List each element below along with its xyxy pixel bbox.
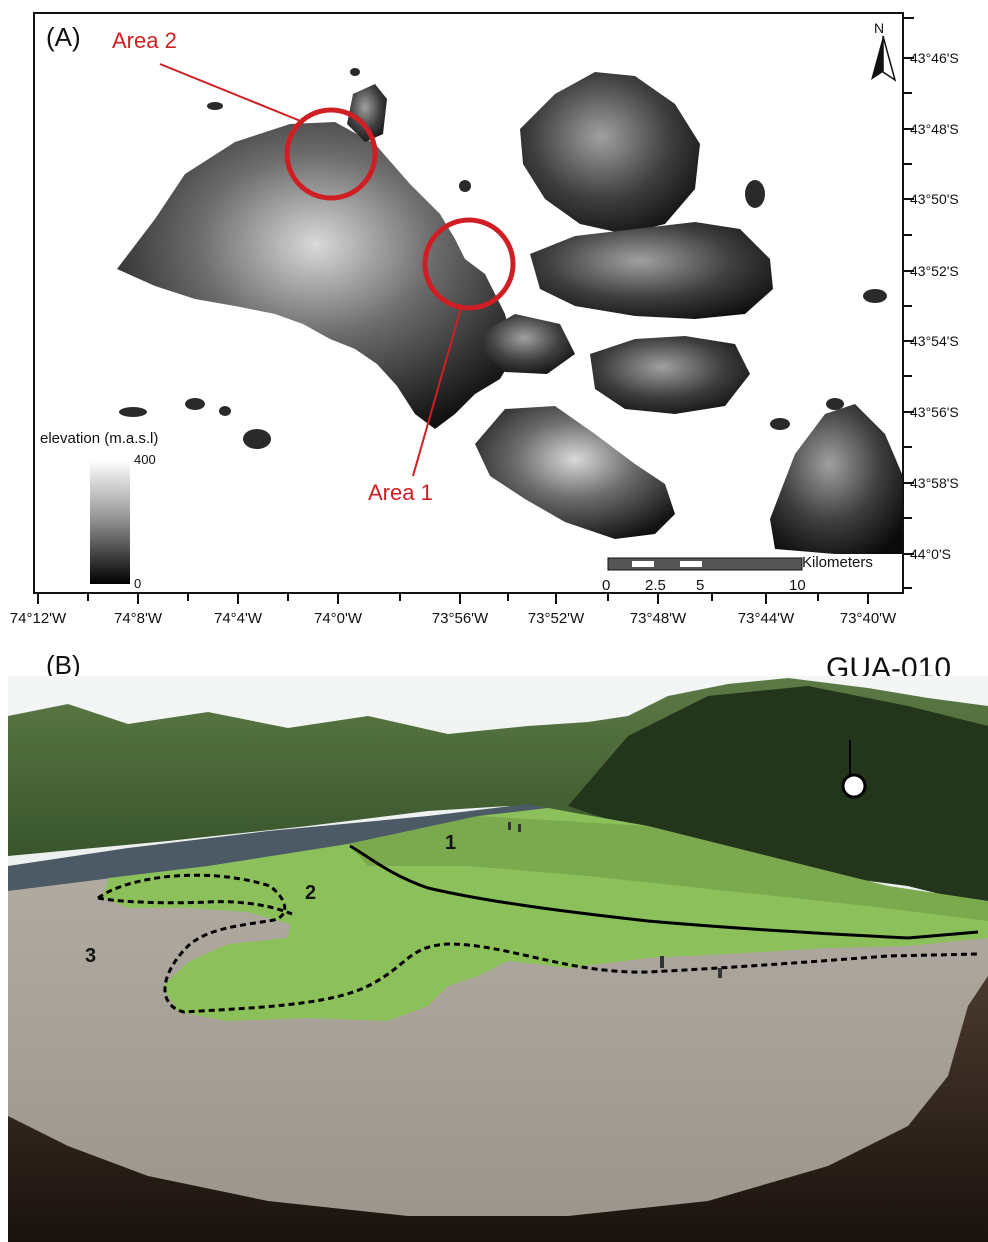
map-frame xyxy=(33,12,904,594)
legend-title: elevation (m.a.s.l) xyxy=(40,430,159,447)
scale-tick-2-5: 2.5 xyxy=(645,577,666,594)
lat-label: 43°56'S xyxy=(910,404,959,420)
zone-2-boundary xyxy=(97,873,979,1014)
panel-b-label: (B) xyxy=(46,650,81,680)
forest-right xyxy=(568,686,988,906)
scale-tick-5: 5 xyxy=(696,577,705,594)
legend-min: 0 xyxy=(134,576,142,591)
lat-label: 43°50'S xyxy=(910,191,959,207)
site-marker-icon xyxy=(841,773,867,799)
legend-max: 400 xyxy=(134,452,156,467)
north-label: N xyxy=(874,20,885,36)
scale-tick-0: 0 xyxy=(602,577,611,594)
island-middle-east xyxy=(590,336,750,414)
island-east-central xyxy=(530,222,773,319)
islets xyxy=(119,68,887,449)
panel-a-label: (A) xyxy=(46,22,81,52)
zone-3-label: 3 xyxy=(85,945,97,967)
panel-b: (B) GUA-010 xyxy=(0,640,988,1242)
zone-1-label: 1 xyxy=(445,832,457,854)
aerial-photo xyxy=(8,676,988,1242)
lat-label: 43°54'S xyxy=(910,333,959,349)
lat-label: 44°0'S xyxy=(910,546,951,562)
island-nw-lobe xyxy=(347,84,387,142)
area-1-leader xyxy=(412,307,462,477)
north-arrow-icon xyxy=(871,35,897,82)
zone-2-boundary-inner xyxy=(97,896,293,916)
lon-label: 73°44'W xyxy=(737,610,795,627)
lon-label: 73°52'W xyxy=(527,610,585,627)
meadow-shadow xyxy=(348,816,988,921)
scale-tick-10: 10 xyxy=(789,577,806,594)
island-south xyxy=(475,406,675,539)
lon-label: 73°48'W xyxy=(629,610,687,627)
lon-label: 74°12'W xyxy=(9,610,67,627)
island-center-small xyxy=(483,314,575,374)
panel-a: (A) Area 2 Area 1 N elevation (m.a.s.l) … xyxy=(9,12,959,627)
island-west xyxy=(117,122,515,429)
lon-label: 73°56'W xyxy=(431,610,489,627)
lat-label: 43°58'S xyxy=(910,475,959,491)
area-2-leader xyxy=(159,63,304,123)
lon-label: 74°4'W xyxy=(213,610,263,627)
river-channel xyxy=(8,804,548,896)
island-southeast xyxy=(770,404,902,554)
lon-label: 74°0'W xyxy=(313,610,363,627)
scale-bar xyxy=(607,557,803,571)
lat-label: 43°48'S xyxy=(910,121,959,137)
people-markers xyxy=(508,822,722,978)
lon-label: 74°8'W xyxy=(113,610,163,627)
frame-ticks xyxy=(37,17,914,604)
water-foreground xyxy=(8,976,988,1242)
area-1-circle xyxy=(422,217,516,311)
legend-colorbar xyxy=(90,460,130,584)
scale-unit: Kilometers xyxy=(802,554,873,571)
aerial-photo-illustration xyxy=(8,676,988,1242)
zone-1-boundary xyxy=(349,844,979,940)
island-northeast xyxy=(520,72,700,234)
lat-label: 43°46'S xyxy=(910,50,959,66)
elevation-map xyxy=(117,35,902,571)
area-2-label: Area 2 xyxy=(112,28,177,53)
area-2-circle xyxy=(284,107,378,201)
area-1-label: Area 1 xyxy=(368,480,433,505)
lat-label: 43°52'S xyxy=(910,263,959,279)
zone-2-label: 2 xyxy=(305,882,317,904)
lon-label: 73°40'W xyxy=(839,610,897,627)
